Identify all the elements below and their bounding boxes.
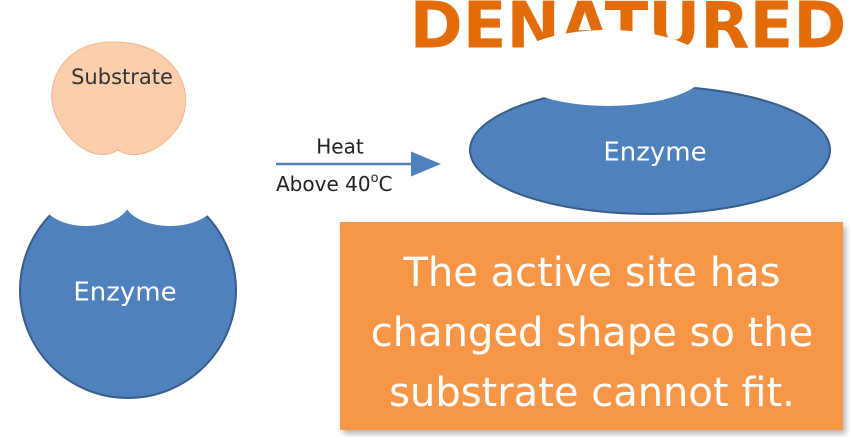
callout-line: changed shape so the <box>371 310 813 356</box>
callout: The active site has changed shape so the… <box>340 222 843 430</box>
enzyme-label: Enzyme <box>73 278 176 308</box>
condition-unit: C <box>379 172 393 196</box>
enzyme-before: Enzyme <box>0 150 260 398</box>
substrate: Substrate <box>52 42 186 155</box>
arrow-label: Heat <box>316 135 364 159</box>
callout-line: The active site has <box>402 250 780 296</box>
enzyme-label: Enzyme <box>603 138 706 168</box>
callout-line: substrate cannot fit. <box>389 370 795 416</box>
condition-main: Above 40 <box>276 172 371 196</box>
substrate-label: Substrate <box>71 65 173 89</box>
condition-sup: o <box>371 171 379 186</box>
diagram: DENATURED Enzyme Substrate Heat Above 40… <box>0 0 850 437</box>
arrow-condition: Above 40oC <box>276 171 393 196</box>
heat-arrow: Heat Above 40oC <box>276 135 436 196</box>
